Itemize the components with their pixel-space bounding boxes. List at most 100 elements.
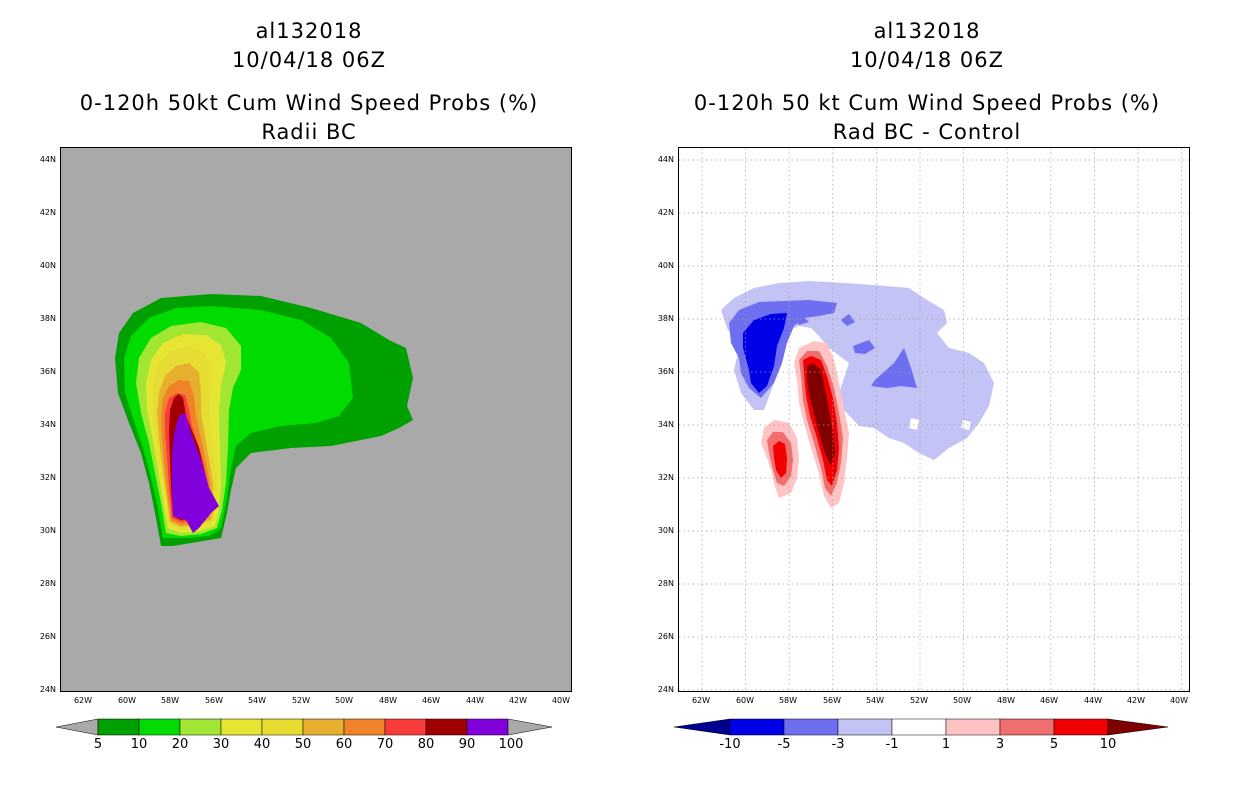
colorbar-label: 100 <box>498 737 524 752</box>
colorbar-swatch <box>999 718 1055 736</box>
left-colorbar <box>56 718 553 736</box>
contour-neg-3 <box>853 340 875 354</box>
lon-label: 40W <box>1169 696 1189 705</box>
colorbar-label: 10 <box>1099 737 1117 752</box>
lon-label: 48W <box>378 696 398 705</box>
lon-label: 60W <box>735 696 755 705</box>
colorbar-label: -5 <box>777 737 791 752</box>
right-contour-map <box>679 148 1189 691</box>
lon-label: 60W <box>117 696 137 705</box>
lat-label: 40N <box>657 261 674 270</box>
colorbar-end-right <box>507 718 553 736</box>
lat-label: 24N <box>39 685 56 694</box>
lat-label: 26N <box>39 632 56 641</box>
lat-label: 44N <box>39 155 56 164</box>
lon-label: 44W <box>1083 696 1103 705</box>
lat-label: 30N <box>39 526 56 535</box>
left-title-product: 0-120h 50kt Cum Wind Speed Probs (%) <box>79 91 539 115</box>
colorbar-swatch <box>891 718 947 736</box>
lon-label: 44W <box>465 696 485 705</box>
lat-label: 42N <box>39 208 56 217</box>
colorbar-label: -1 <box>885 737 899 752</box>
lon-label: 62W <box>691 696 711 705</box>
right-map-plot <box>678 147 1190 692</box>
lon-label: 58W <box>160 696 180 705</box>
colorbar-label: 60 <box>335 737 353 752</box>
lat-label: 38N <box>657 314 674 323</box>
lat-label: 36N <box>657 367 674 376</box>
lat-label: 38N <box>39 314 56 323</box>
lat-label: 44N <box>657 155 674 164</box>
lon-label: 54W <box>865 696 885 705</box>
lat-label: 36N <box>39 367 56 376</box>
lat-label: 28N <box>657 579 674 588</box>
colorbar-label: 40 <box>253 737 271 752</box>
lon-label: 52W <box>909 696 929 705</box>
colorbar-swatch <box>261 718 304 736</box>
lon-label: 58W <box>778 696 798 705</box>
colorbar-swatch <box>466 718 509 736</box>
lon-label: 40W <box>551 696 571 705</box>
lon-label: 56W <box>204 696 224 705</box>
right-title-product: 0-120h 50 kt Cum Wind Speed Probs (%) <box>693 91 1161 115</box>
colorbar-swatch <box>1053 718 1109 736</box>
lon-label: 42W <box>1126 696 1146 705</box>
right-colorbar <box>674 718 1169 736</box>
colorbar-swatch <box>425 718 468 736</box>
colorbar-swatch <box>138 718 181 736</box>
colorbar-label: 80 <box>417 737 435 752</box>
lat-label: 34N <box>39 420 56 429</box>
lat-label: 24N <box>657 685 674 694</box>
lon-label: 54W <box>247 696 267 705</box>
colorbar-swatch <box>729 718 785 736</box>
contour-pos-10 <box>807 363 835 466</box>
colorbar-swatch <box>302 718 345 736</box>
left-title-storm-id: al132018 <box>255 19 363 43</box>
lat-label: 28N <box>39 579 56 588</box>
lon-label: 46W <box>421 696 441 705</box>
left-map-plot <box>60 147 572 692</box>
lat-label: 32N <box>39 473 56 482</box>
lat-label: 34N <box>657 420 674 429</box>
colorbar-label: 5 <box>93 737 103 752</box>
colorbar-label: -10 <box>719 737 741 752</box>
lon-label: 56W <box>822 696 842 705</box>
contour-neg-3 <box>841 314 855 326</box>
contour-gap <box>909 418 919 430</box>
contour-neg-5 <box>743 313 787 393</box>
right-title-datetime: 10/04/18 06Z <box>849 48 1005 72</box>
lon-label: 50W <box>334 696 354 705</box>
lat-label: 40N <box>39 261 56 270</box>
lat-label: 30N <box>657 526 674 535</box>
colorbar-label: 50 <box>294 737 312 752</box>
colorbar-label: 5 <box>1049 737 1059 752</box>
lon-label: 42W <box>508 696 528 705</box>
colorbar-label: 70 <box>376 737 394 752</box>
lon-label: 52W <box>291 696 311 705</box>
contour-90 <box>172 413 219 533</box>
colorbar-end-left <box>56 718 99 736</box>
contour-neg-3 <box>871 348 917 388</box>
colorbar-end-left <box>674 718 731 736</box>
lat-label: 26N <box>657 632 674 641</box>
lon-label: 62W <box>73 696 93 705</box>
colorbar-label: 90 <box>458 737 476 752</box>
contour-neg-3 <box>795 316 809 325</box>
colorbar-swatch <box>384 718 427 736</box>
colorbar-label: 1 <box>941 737 951 752</box>
colorbar-swatch <box>837 718 893 736</box>
left-title-datetime: 10/04/18 06Z <box>231 48 387 72</box>
left-title-subtitle: Radii BC <box>261 120 357 144</box>
left-contour-map <box>115 294 413 546</box>
colorbar-swatch <box>783 718 839 736</box>
lat-label: 32N <box>657 473 674 482</box>
colorbar-swatch <box>97 718 140 736</box>
colorbar-swatch <box>179 718 222 736</box>
lon-label: 48W <box>996 696 1016 705</box>
colorbar-swatch <box>220 718 263 736</box>
lon-label: 50W <box>952 696 972 705</box>
grid-lines <box>679 148 1189 691</box>
colorbar-swatch <box>343 718 386 736</box>
right-title-storm-id: al132018 <box>873 19 981 43</box>
right-title-subtitle: Rad BC - Control <box>832 120 1022 144</box>
